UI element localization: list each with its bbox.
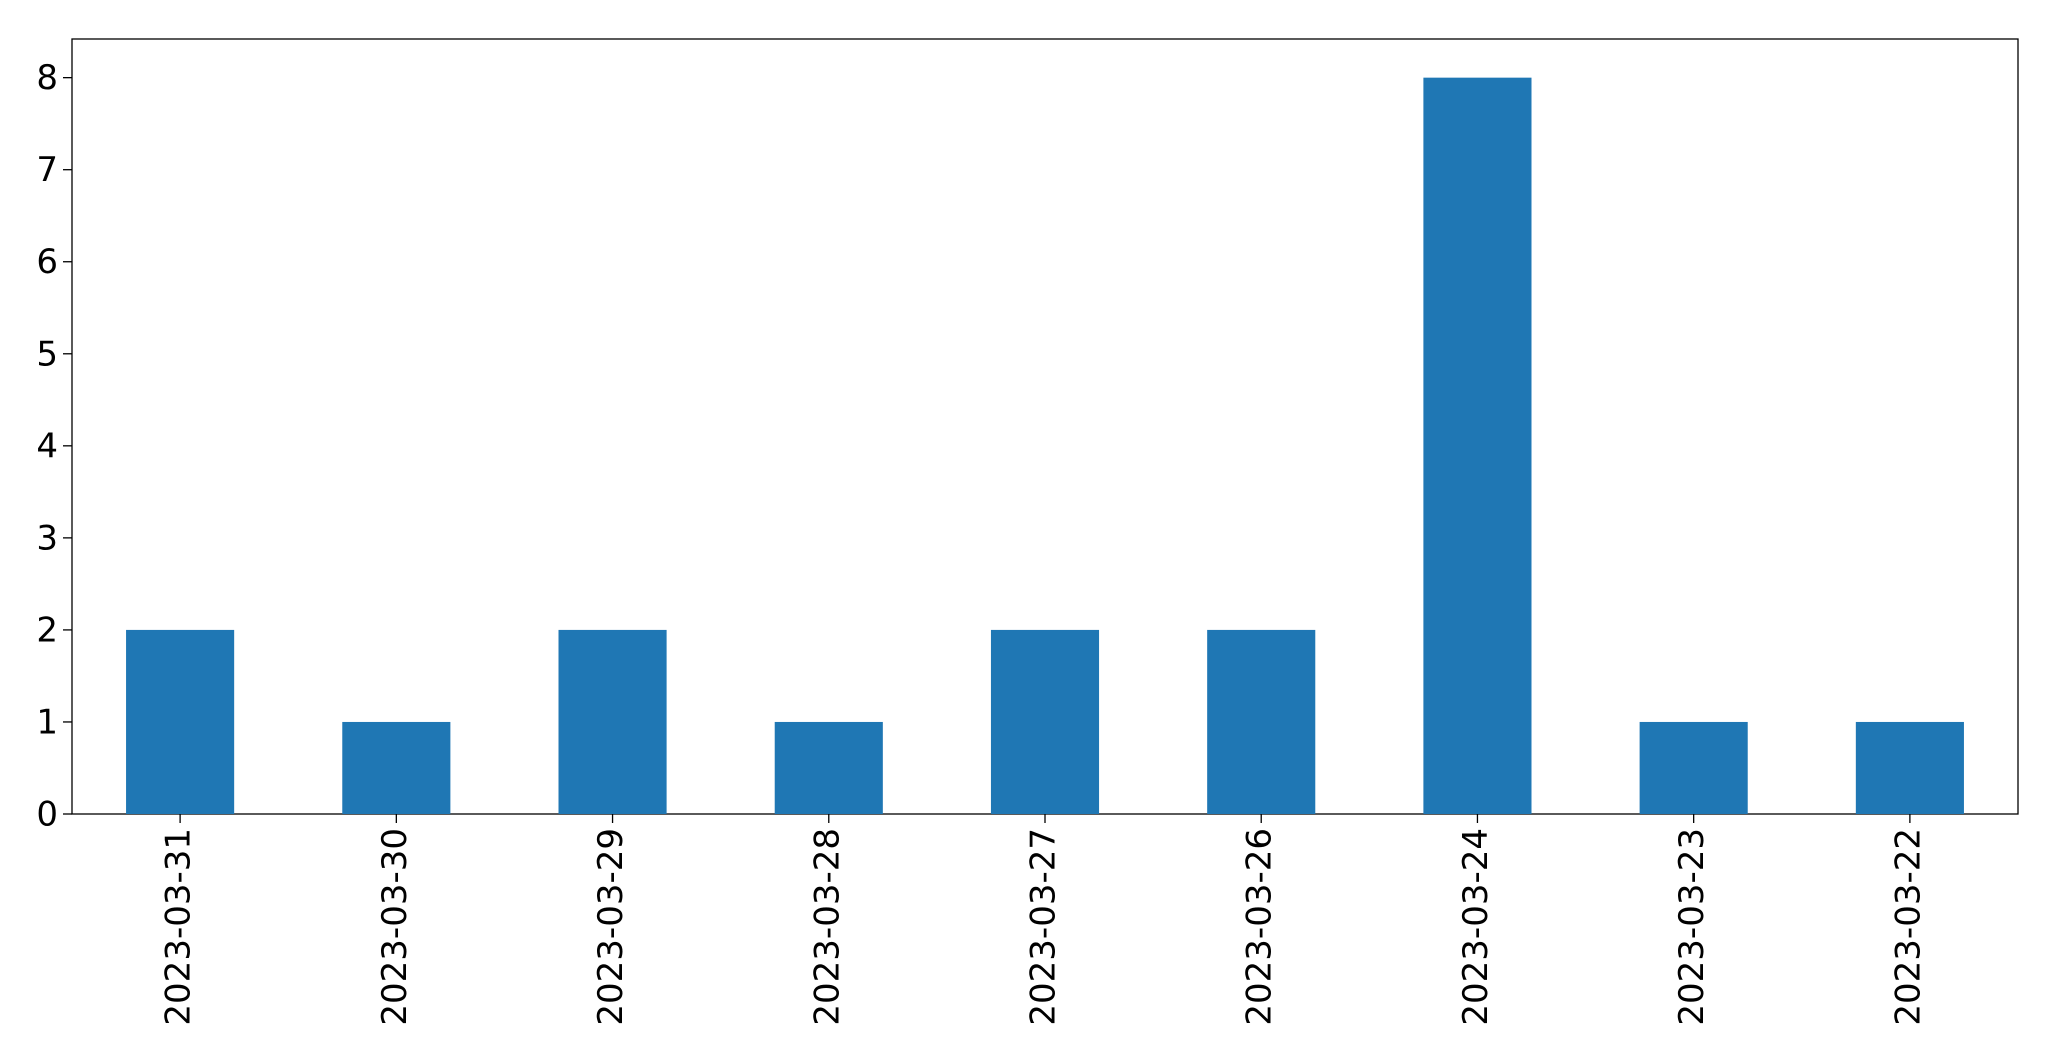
y-tick-label: 7: [36, 150, 58, 190]
bar: [342, 721, 451, 814]
x-tick-label: 2023-03-29: [591, 828, 631, 1026]
bar: [1423, 77, 1532, 814]
bar: [1207, 629, 1316, 814]
x-tick-label: 2023-03-27: [1024, 828, 1064, 1026]
y-tick-label: 5: [36, 334, 58, 374]
y-tick-label: 1: [36, 702, 58, 742]
bar: [990, 629, 1100, 814]
y-tick-label: 3: [36, 518, 58, 558]
x-tick-label: 2023-03-28: [807, 828, 847, 1026]
y-tick-label: 4: [36, 426, 58, 466]
x-tick-label: 2023-03-30: [375, 828, 415, 1026]
bar: [774, 721, 883, 814]
bar: [126, 629, 235, 814]
y-tick-label: 8: [36, 58, 58, 98]
bar: [558, 629, 667, 814]
bar: [1639, 721, 1748, 814]
x-tick-label: 2023-03-31: [159, 828, 199, 1026]
x-tick-label: 2023-03-23: [1672, 828, 1712, 1026]
x-tick-label: 2023-03-24: [1456, 828, 1496, 1026]
bar: [1855, 721, 1964, 814]
y-tick-label: 0: [36, 795, 58, 835]
x-tick-label: 2023-03-26: [1240, 828, 1280, 1026]
y-tick-label: 2: [36, 610, 58, 650]
y-tick-label: 6: [36, 242, 58, 282]
x-tick-label: 2023-03-22: [1888, 828, 1928, 1026]
